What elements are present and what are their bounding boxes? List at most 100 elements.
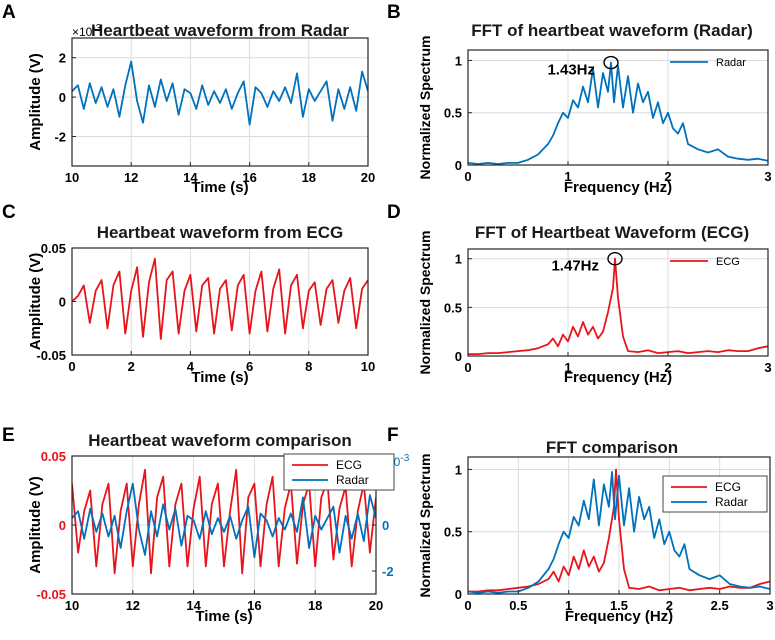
peak-marker — [607, 252, 623, 266]
y-axis-label: Amplitude (V) — [27, 53, 44, 151]
x-tick-label: 2 — [666, 598, 673, 613]
legend-label: ECG — [715, 480, 741, 494]
exponent-base: ×10 — [72, 25, 93, 39]
legend-box — [283, 453, 395, 491]
x-tick-label: 12 — [124, 170, 138, 185]
series-line-ecg — [72, 257, 368, 340]
x-tick-label: 1 — [565, 598, 572, 613]
panel-letter: E — [2, 425, 15, 446]
y-axis-label: Normalized Spectrum — [417, 36, 433, 180]
peak-label: 1.47Hz — [551, 258, 599, 275]
panel-letter: F — [387, 425, 399, 446]
legend-label: ECG — [716, 256, 740, 268]
y-axis-label: Normalized Spectrum — [417, 454, 433, 598]
legend-label: ECG — [336, 458, 362, 472]
x-tick-label: 2 — [664, 169, 671, 184]
x-axis-label: Frequency (Hz) — [564, 179, 672, 196]
y-tick-label: 0.5 — [444, 300, 462, 315]
x-tick-label: 1 — [564, 169, 571, 184]
y-tick-label: 1 — [455, 252, 462, 267]
legend-label: Radar — [336, 473, 369, 487]
y-tick-label: 0.5 — [444, 525, 462, 540]
x-tick-label: 2.5 — [711, 598, 729, 613]
ticks: 10 12 14 16 18 20 -2 0 2 — [54, 51, 375, 185]
x-tick-label: 4 — [187, 359, 195, 374]
legend: ECG — [670, 256, 740, 268]
x-axis-label: Time (s) — [195, 608, 252, 625]
exponent-power: -3 — [400, 453, 409, 464]
y-tick-label: 0 — [455, 349, 462, 364]
x-tick-label: 14 — [186, 598, 201, 613]
series-line-radar — [72, 60, 368, 126]
x-tick-label: 10 — [65, 170, 79, 185]
x-axis-label: Frequency (Hz) — [564, 369, 672, 386]
y-tick-label: -0.05 — [36, 348, 66, 363]
x-tick-label: 0.5 — [509, 598, 527, 613]
x-tick-label: 16 — [242, 170, 256, 185]
x-axis-label: Frequency (Hz) — [565, 608, 673, 625]
y-tick-label: 0.05 — [41, 241, 66, 256]
series-line-radar — [468, 471, 770, 594]
series-line-ecg — [468, 257, 768, 355]
x-tick-label: 8 — [305, 359, 312, 374]
y-tick-label: -2 — [54, 129, 66, 144]
x-tick-label: 1 — [564, 360, 571, 375]
series-line-radar — [468, 61, 768, 165]
x-tick-label: 3 — [766, 598, 773, 613]
y-tick-label: 0.05 — [41, 449, 66, 464]
x-tick-label: 14 — [183, 170, 198, 185]
y-tick-label: 0 — [455, 158, 462, 173]
x-tick-label: 2 — [128, 359, 135, 374]
x-tick-label: 18 — [302, 170, 316, 185]
ticks: 0 1 2 3 0 0.5 1 — [444, 53, 772, 184]
peak-marker — [603, 55, 619, 70]
y-axis-label: Amplitude (V) — [27, 253, 44, 351]
panel-letter: B — [387, 2, 401, 23]
y-tick-label: 1 — [455, 462, 462, 477]
panel-c: C Heartbeat waveform from ECG 0 2 4 6 8 10 -0.05… — [2, 202, 375, 386]
x-tick-label: 1.5 — [610, 598, 628, 613]
y-tick-label: 2 — [59, 51, 66, 66]
y-tick-label: -0.05 — [36, 587, 66, 602]
x-tick-label: 10 — [65, 598, 79, 613]
legend-label: Radar — [715, 495, 748, 509]
x-tick-label: 10 — [361, 359, 375, 374]
y-right-tick-label: -2 — [382, 564, 394, 579]
legend-label: Radar — [716, 57, 746, 69]
x-tick-label: 0 — [464, 169, 471, 184]
exponent-power: -3 — [92, 23, 101, 34]
x-tick-label: 0 — [464, 598, 471, 613]
x-tick-label: 16 — [247, 598, 261, 613]
y-axis-label: Normalized Spectrum — [417, 231, 433, 375]
x-tick-label: 2 — [664, 360, 671, 375]
x-tick-label: 20 — [361, 170, 375, 185]
ticks: 0 0.5 1 1.5 2 2.5 3 0 0.5 1 — [444, 462, 774, 613]
axes-box — [467, 49, 769, 166]
x-tick-label: 0 — [68, 359, 75, 374]
y-tick-label: 0 — [59, 518, 66, 533]
chart-title: FFT of Heartbeat Waveform (ECG) — [475, 223, 749, 242]
chart-title: FFT comparison — [546, 438, 678, 457]
x-tick-label: 0 — [464, 360, 471, 375]
panel-a: A Heartbeat waveform from Radar 10 12 14 16 18… — [2, 2, 375, 196]
panel-letter: D — [387, 202, 401, 223]
y-tick-label: 0 — [59, 90, 66, 105]
x-tick-label: 20 — [369, 598, 383, 613]
series-line-radar — [72, 482, 376, 559]
legend-box — [662, 475, 768, 513]
x-tick-label: 12 — [126, 598, 140, 613]
y-tick-label: 0 — [59, 295, 66, 310]
y-tick-label: 0 — [455, 587, 462, 602]
ticks: 0 1 2 3 0 0.5 1 — [444, 252, 772, 375]
chart-title: Heartbeat waveform comparison — [88, 431, 352, 450]
panel-d: D FFT of Heartbeat Waveform (ECG) 0 1 2 3 0 0.5… — [387, 202, 772, 386]
y-axis-label: Amplitude (V) — [27, 476, 44, 574]
legend: Radar — [670, 57, 746, 69]
panel-e: E Heartbeat waveform comparison 10 12 14 16 18… — [2, 425, 410, 625]
